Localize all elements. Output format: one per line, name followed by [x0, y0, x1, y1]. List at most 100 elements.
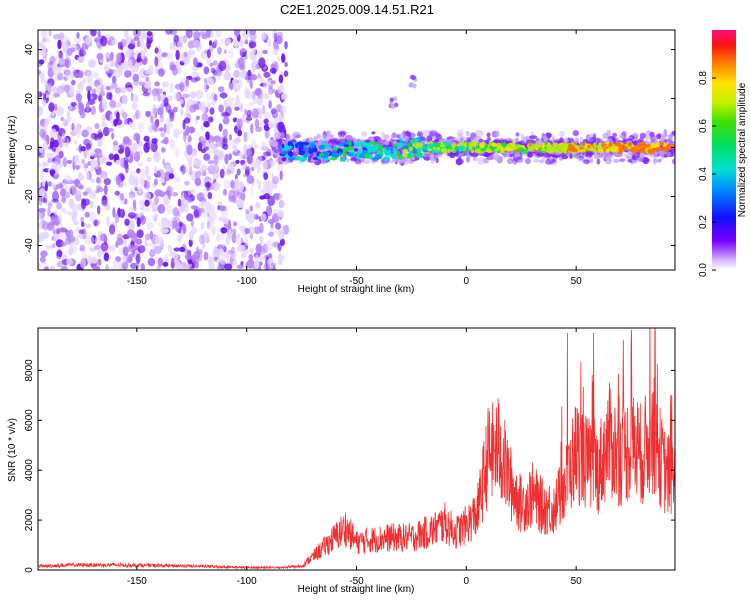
noise-speckle — [122, 246, 129, 256]
y-tick-label: 2000 — [24, 509, 35, 532]
noise-speckle — [278, 114, 283, 122]
noise-speckle — [89, 211, 97, 223]
noise-speckle — [255, 243, 263, 254]
echo-band-halo — [354, 158, 362, 165]
noise-speckle — [222, 112, 230, 117]
snr-x-ticks: -150 -100 -50 0 50 — [127, 328, 582, 587]
noise-speckle — [203, 120, 210, 128]
noise-speckle — [215, 30, 222, 38]
noise-speckle — [164, 253, 169, 262]
noise-speckle — [154, 245, 162, 255]
noise-speckle — [109, 61, 115, 67]
noise-speckle — [110, 81, 118, 90]
echo-band-mark — [377, 150, 381, 155]
noise-speckle — [51, 198, 59, 203]
echo-band-mark — [357, 148, 362, 155]
noise-speckle — [182, 266, 189, 270]
noise-speckle — [124, 146, 131, 158]
noise-speckle — [242, 173, 247, 178]
noise-speckle — [146, 221, 154, 230]
echo-band-mark — [301, 157, 308, 161]
noise-speckle — [147, 257, 156, 267]
noise-speckle — [236, 264, 245, 269]
noise-speckle — [218, 123, 223, 132]
noise-speckle — [115, 175, 121, 186]
noise-speckle — [55, 106, 64, 117]
noise-speckle — [75, 164, 80, 170]
noise-speckle — [78, 144, 83, 153]
echo-band-mark — [541, 144, 545, 150]
noise-speckle — [168, 173, 175, 180]
echo-band-mark — [663, 142, 667, 147]
echo-band-mark — [281, 143, 285, 149]
echo-band-halo — [619, 134, 624, 139]
noise-speckle — [92, 265, 101, 270]
noise-speckle — [143, 180, 151, 190]
noise-speckle — [116, 52, 122, 64]
echo-band-halo — [476, 157, 485, 166]
echo-band-halo — [455, 158, 463, 166]
echo-band-mark — [659, 141, 664, 147]
echo-band-halo — [585, 152, 589, 157]
echo-band-halo — [273, 131, 281, 140]
echo-band-halo — [470, 152, 479, 157]
noise-speckle — [52, 61, 58, 70]
noise-speckle — [188, 158, 192, 168]
echo-band-halo — [645, 135, 649, 141]
noise-speckle — [127, 43, 135, 50]
noise-speckle — [38, 162, 41, 168]
echo-band-halo — [473, 156, 477, 162]
echo-band-mark — [579, 146, 584, 150]
colorbar-label: Normalized spectral amplitude — [737, 82, 748, 217]
echo-band-halo — [338, 132, 342, 138]
x-tick-label: -50 — [349, 276, 364, 287]
noise-speckle — [81, 198, 87, 210]
noise-speckle — [265, 239, 274, 251]
echo-band-halo — [562, 137, 569, 144]
echo-band-halo — [483, 139, 488, 144]
echo-band-mark — [408, 146, 414, 152]
echo-band-mark — [303, 152, 308, 159]
noise-speckle — [39, 128, 47, 138]
noise-speckle — [184, 254, 192, 260]
noise-speckle — [157, 49, 163, 57]
snr-y-label: SNR (10 * v/v) — [7, 418, 18, 482]
noise-speckle — [131, 65, 136, 74]
noise-speckle — [208, 225, 217, 232]
noise-speckle — [90, 159, 97, 166]
noise-speckle — [152, 95, 157, 102]
noise-speckle — [284, 61, 288, 68]
echo-band-halo — [525, 135, 529, 141]
noise-speckle — [144, 69, 152, 75]
noise-speckle — [115, 241, 119, 248]
echo-band-halo — [383, 134, 390, 140]
noise-speckle — [154, 81, 160, 87]
noise-speckle — [251, 47, 257, 55]
noise-speckle — [283, 70, 289, 77]
noise-speckle — [251, 212, 257, 219]
echo-band-halo — [587, 152, 592, 156]
echo-band-halo — [656, 133, 661, 140]
colorbar-ticks: 0.0 0.2 0.4 0.6 0.8 — [698, 71, 716, 277]
echo-band-mark — [308, 149, 314, 154]
noise-speckle — [57, 58, 66, 65]
noise-speckle — [169, 251, 176, 257]
noise-speckle — [263, 172, 269, 180]
noise-speckle — [133, 151, 141, 162]
echo-band-mark — [335, 154, 339, 158]
noise-speckle — [86, 85, 92, 92]
noise-speckle — [273, 32, 278, 43]
noise-speckle — [53, 209, 58, 216]
echo-band-halo — [316, 133, 321, 137]
noise-speckle — [43, 197, 48, 204]
echo-band-mark — [664, 147, 668, 153]
noise-speckle — [257, 179, 262, 191]
noise-speckle — [250, 123, 254, 135]
noise-speckle — [260, 251, 266, 261]
noise-speckle — [89, 247, 97, 252]
noise-speckle — [256, 95, 264, 106]
noise-speckle — [145, 110, 152, 118]
noise-speckle — [81, 129, 89, 138]
echo-band-halo — [429, 130, 438, 137]
echo-band-mark — [597, 149, 602, 154]
